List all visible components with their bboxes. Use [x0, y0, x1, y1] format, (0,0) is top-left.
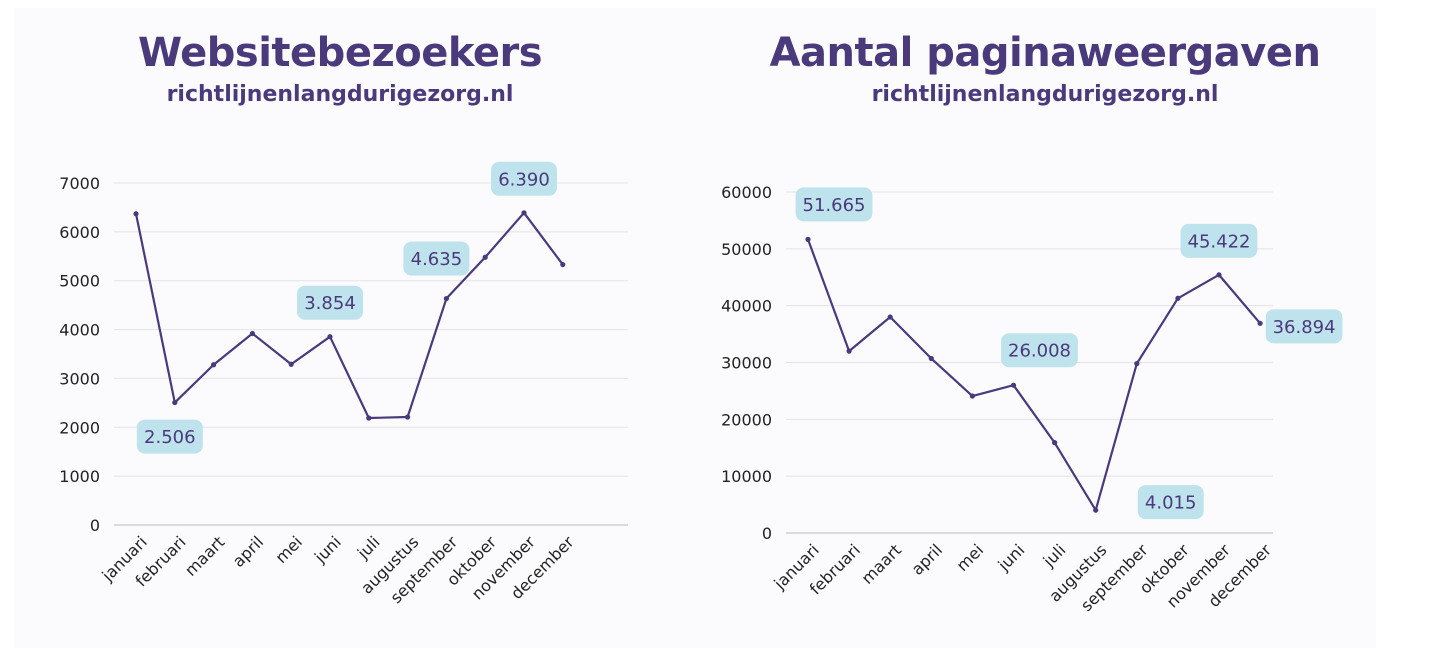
data-point — [521, 210, 527, 216]
data-label-callout: 51.665 — [795, 187, 873, 222]
data-point — [1052, 440, 1058, 446]
data-point — [288, 361, 294, 367]
data-label: 51.665 — [803, 195, 866, 216]
x-tick-label: april — [908, 540, 946, 578]
data-label-callout: 36.894 — [1265, 309, 1343, 344]
chart-2-title: Aantal paginaweergaven — [769, 30, 1321, 76]
callout-box — [297, 285, 363, 320]
data-point — [1093, 507, 1099, 513]
data-point — [846, 348, 852, 354]
y-tick-label: 2000 — [59, 418, 100, 437]
y-tick-label: 3000 — [59, 369, 100, 388]
data-label: 36.894 — [1273, 317, 1336, 338]
chart-1-title: Websitebezoekers — [137, 30, 543, 76]
data-label: 45.422 — [1188, 231, 1251, 252]
data-point — [172, 399, 178, 406]
data-point — [1010, 382, 1017, 388]
data-point — [887, 314, 893, 320]
data-point — [1134, 361, 1140, 367]
series-line — [134, 211, 564, 420]
data-point — [327, 334, 333, 340]
data-point — [211, 362, 217, 368]
data-point — [928, 355, 934, 362]
data-label-callout: 3.854 — [297, 285, 363, 320]
data-point — [1175, 295, 1181, 301]
callout-box — [1180, 223, 1258, 258]
callout-box — [1265, 309, 1343, 344]
data-label-callout: 45.422 — [1180, 223, 1258, 258]
series-line — [806, 238, 1261, 512]
data-point — [482, 254, 488, 260]
x-tick-label: maart — [858, 540, 905, 587]
callout-box — [491, 161, 557, 196]
callout-box — [1137, 485, 1204, 520]
data-point — [366, 415, 372, 421]
chart-2-header: Aantal paginaweergaven richtlijnenlangdu… — [740, 30, 1350, 107]
y-tick-label: 7000 — [59, 174, 100, 193]
data-label-callout: 4.015 — [1137, 485, 1204, 520]
y-tick-label: 0 — [90, 516, 100, 535]
data-point — [560, 261, 566, 268]
y-tick-label: 4000 — [59, 321, 100, 340]
data-label-callout: 26.008 — [1001, 333, 1078, 368]
y-tick-label: 50000 — [721, 240, 772, 259]
y-tick-label: 1000 — [59, 467, 100, 486]
x-tick-label: juli — [1039, 540, 1070, 571]
y-tick-label: 10000 — [721, 467, 772, 486]
chart-2-subtitle: richtlijnenlangdurigezorg.nl — [871, 82, 1219, 107]
data-point — [405, 414, 411, 420]
data-label: 4.635 — [411, 249, 463, 270]
data-label-callout: 4.635 — [403, 241, 470, 276]
data-label: 26.008 — [1008, 341, 1071, 362]
x-tick-label: mei — [953, 540, 988, 575]
data-point — [249, 330, 255, 337]
data-label: 3.854 — [304, 293, 356, 314]
y-tick-label: 40000 — [721, 297, 772, 316]
data-label: 6.390 — [498, 169, 550, 190]
callout-box — [403, 241, 470, 276]
y-tick-label: 30000 — [721, 354, 772, 373]
data-point — [969, 393, 976, 399]
data-label: 2.506 — [144, 427, 196, 448]
callout-box — [1001, 333, 1078, 368]
y-tick-label: 5000 — [59, 272, 100, 291]
chart-1-subtitle: richtlijnenlangdurigezorg.nl — [166, 82, 514, 107]
x-tick-label: juni — [994, 540, 1029, 575]
callout-box — [795, 187, 873, 222]
data-label: 4.015 — [1145, 493, 1197, 514]
y-tick-label: 60000 — [721, 183, 772, 202]
chart-1-websitebezoekers: 01000200030004000500060007000januarifebr… — [59, 161, 628, 607]
data-point — [1257, 320, 1263, 326]
data-point — [133, 211, 139, 217]
data-label-callout: 6.390 — [491, 161, 557, 196]
data-point — [443, 295, 449, 302]
chart-panel-background — [14, 8, 1376, 648]
data-point — [805, 236, 811, 242]
y-tick-label: 20000 — [721, 410, 772, 429]
data-label-callout: 2.506 — [136, 419, 203, 454]
y-tick-label: 0 — [762, 524, 772, 543]
callout-box — [136, 419, 203, 454]
y-tick-label: 6000 — [59, 223, 100, 242]
chart-1-header: Websitebezoekers richtlijnenlangdurigezo… — [60, 30, 620, 107]
data-point — [1216, 272, 1222, 278]
